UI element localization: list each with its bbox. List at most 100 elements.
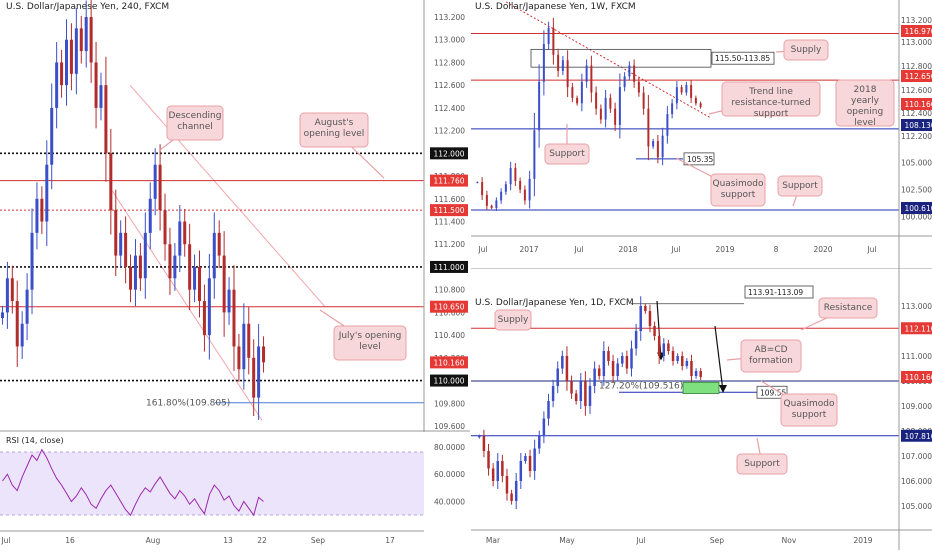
4h-ytick: 112.800	[434, 58, 465, 67]
4h-candle	[193, 266, 197, 290]
note-1w-supply-text: Supply	[791, 45, 822, 55]
1w-candle	[580, 81, 583, 104]
chart-4h[interactable]: U.S. Dollar/Japanese Yen, 240, FXCM 161.…	[0, 0, 470, 550]
1d-candle	[621, 356, 624, 364]
1w-ytick: 112.200	[901, 132, 932, 141]
1w-candle	[490, 205, 493, 208]
note-1d-abcd-box	[740, 339, 802, 373]
4h-candle	[138, 255, 142, 279]
chart-1d[interactable]: U.S. Dollar/Japanese Yen, 1D, FXCM 113.9…	[471, 267, 932, 550]
4h-xtick: Sep	[311, 536, 325, 545]
1d-candle	[514, 481, 518, 501]
1w-ytick: 112.800	[901, 62, 932, 71]
note-july-open-text: level	[359, 342, 380, 352]
1d-badge: 112.110	[904, 324, 932, 333]
1d-badge: 110.160	[904, 373, 932, 382]
note-1d-supply-box	[494, 309, 532, 331]
1w-badge-bg	[901, 98, 932, 110]
1w-xtick: Jul	[573, 245, 583, 254]
1d-ytick: 106.000	[901, 477, 932, 486]
1d-xtick: Mar	[486, 536, 501, 545]
1w-candle	[485, 195, 488, 206]
note-july-open-text: July's opening	[338, 331, 402, 341]
note-1w-yearly-open-text: opening	[847, 107, 883, 117]
1d-ytick: 105.000	[901, 502, 932, 511]
4h-ytick: 113.000	[434, 36, 465, 45]
1d-buy-zone	[682, 381, 720, 394]
1d-qm-label: 109.55	[760, 388, 786, 397]
note-1w-qm-text: support	[721, 190, 756, 200]
chart-4h-xaxis: Jul 16 Aug 13 22 Sep 17	[0, 530, 424, 545]
4h-candle	[60, 62, 64, 86]
4h-candle	[74, 28, 78, 74]
1d-candle	[657, 336, 661, 356]
1w-badge: 112.650	[904, 72, 932, 81]
4h-candle	[69, 39, 73, 74]
1w-candle	[618, 87, 621, 125]
note-1w-qm-box	[710, 173, 766, 207]
chart-1w[interactable]: U.S. Dollar/Japanese Yen, 1W, FXCM 115.5…	[471, 0, 932, 268]
note-1d-qm-text: Quasimodo	[784, 399, 835, 409]
4h-candle	[5, 278, 9, 313]
1w-supply-label: 115.50-113.85	[715, 54, 770, 63]
1d-candle	[611, 361, 615, 376]
1w-xtick: Jul	[477, 245, 487, 254]
1w-ytick: 113.200	[901, 16, 932, 25]
1d-supply-label-box	[744, 285, 814, 299]
1w-xtick: 2019	[715, 245, 734, 254]
1d-candle	[602, 351, 606, 376]
4h-candle	[227, 289, 231, 313]
4h-candle	[168, 244, 172, 279]
4h-candle	[124, 232, 128, 267]
4h-candle	[242, 323, 246, 370]
1w-badge: 110.160	[904, 100, 932, 109]
4h-candle	[65, 39, 68, 86]
4h-candle	[84, 17, 88, 52]
chart-rsi[interactable]: RSI (14, close) 80.0000 60.0000 40.0000	[0, 432, 470, 530]
chart-4h-svg: 161.80%(109.805) 113.200 113.000 112.800 11…	[0, 0, 470, 550]
1w-candle	[661, 135, 664, 158]
note-1w-support2-box	[777, 175, 823, 197]
1d-candle	[528, 456, 532, 471]
4h-candle	[30, 232, 34, 290]
1w-badge: 116.970	[904, 27, 932, 36]
note-1d-resistance-text: Resistance	[824, 303, 873, 313]
4h-ytick: 112.200	[434, 127, 465, 136]
note-august-open-text: opening level	[304, 129, 365, 139]
4h-badge-bg	[430, 300, 468, 313]
1w-candle	[495, 200, 498, 208]
note-1d-qm-box	[780, 393, 838, 427]
1w-candle	[690, 84, 693, 98]
4h-candle	[10, 278, 14, 302]
1d-candle	[519, 461, 523, 481]
4h-candle	[198, 266, 201, 302]
4h-ytick: 112.400	[434, 104, 465, 113]
1d-candle	[496, 461, 500, 481]
note-july-open-box	[333, 325, 407, 361]
4h-ytick: 110.400	[434, 331, 465, 340]
1w-candle	[542, 43, 545, 82]
4h-candle	[178, 221, 182, 256]
4h-candle	[143, 232, 147, 279]
4h-candle	[262, 346, 266, 363]
1w-candle	[609, 97, 612, 109]
note-1w-supply-box	[783, 39, 829, 61]
4h-candle	[50, 107, 54, 165]
rsi-ytick: 80.0000	[434, 443, 465, 452]
4h-candle	[45, 164, 49, 222]
note-1d-support-box	[736, 453, 788, 475]
4h-candle	[148, 198, 152, 233]
1d-candle	[676, 356, 679, 361]
4h-badge: 110.160	[433, 358, 464, 367]
4h-badge: 111.000	[433, 263, 464, 272]
1d-candle	[538, 436, 541, 449]
1w-candle	[561, 60, 564, 71]
1w-badge: 100.610	[904, 204, 932, 213]
1d-candle	[524, 456, 527, 461]
4h-candle	[237, 346, 241, 370]
rsi-line	[2, 448, 264, 517]
4h-badge-bg	[430, 174, 468, 187]
1d-badge-bg	[901, 322, 932, 335]
4h-badge: 110.650	[433, 303, 464, 312]
4h-candle	[114, 210, 118, 256]
